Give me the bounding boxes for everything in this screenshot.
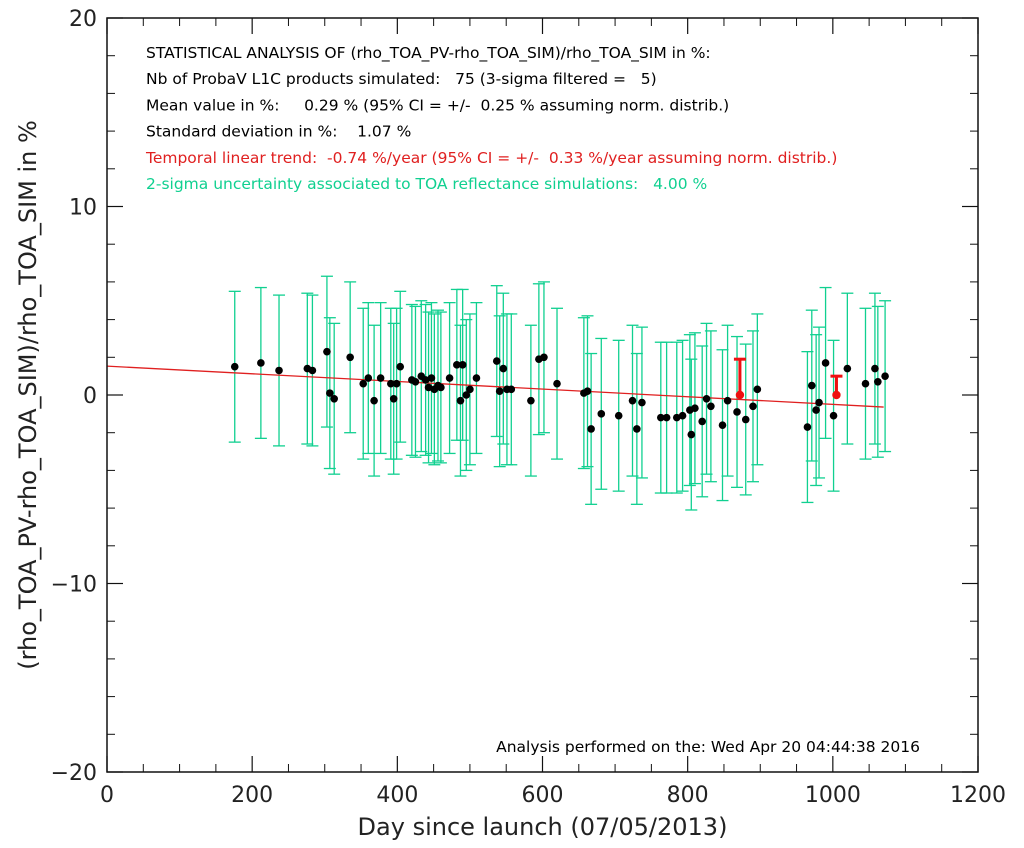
data-point xyxy=(698,417,706,426)
x-tick-label: 400 xyxy=(376,783,418,808)
data-point xyxy=(803,423,812,431)
data-point xyxy=(387,379,395,388)
trend-line xyxy=(106,365,884,408)
data-point xyxy=(815,398,823,407)
data-point xyxy=(874,378,882,386)
annotation-line: Nb of ProbaV L1C products simulated: 75 … xyxy=(146,70,657,88)
data-point xyxy=(614,411,623,420)
data-point xyxy=(462,391,471,399)
data-point xyxy=(437,383,445,392)
filtered-points xyxy=(733,357,843,400)
data-point xyxy=(861,379,870,388)
data-point xyxy=(723,396,732,405)
data-point xyxy=(472,374,481,382)
data-point xyxy=(821,359,830,367)
x-tick-label: 200 xyxy=(231,783,273,808)
data-point xyxy=(527,396,535,405)
annotation-line: Standard deviation in %: 1.07 % xyxy=(146,123,411,141)
data-point xyxy=(733,408,741,416)
data-point xyxy=(392,379,401,388)
data-point xyxy=(628,396,637,405)
data-point xyxy=(687,430,696,439)
data-point xyxy=(466,385,474,394)
data-point xyxy=(672,413,681,422)
data-point xyxy=(326,389,334,397)
filtered-point xyxy=(735,390,745,400)
data-points xyxy=(230,347,889,439)
data-point xyxy=(741,415,750,424)
data-point xyxy=(492,357,501,365)
data-point xyxy=(330,394,338,403)
axis-ticks xyxy=(106,17,979,773)
data-point xyxy=(662,413,671,422)
data-point xyxy=(411,378,420,386)
x-tick-label: 800 xyxy=(667,783,709,808)
data-point xyxy=(364,374,373,382)
data-point xyxy=(230,362,239,371)
data-point xyxy=(707,402,715,411)
data-point xyxy=(370,396,378,405)
data-point xyxy=(308,366,317,375)
x-tick-label: 0 xyxy=(100,783,114,808)
data-point xyxy=(540,353,548,362)
y-axis-label: (rho_TOA_PV-rho_TOA_SIM)/rho_TOA_SIM in … xyxy=(14,120,42,670)
data-point xyxy=(829,411,838,420)
data-point xyxy=(456,396,465,405)
data-point xyxy=(718,421,727,429)
data-point xyxy=(749,402,757,411)
y-tick-label: −20 xyxy=(51,761,97,786)
y-tick-label: 0 xyxy=(83,384,97,409)
x-tick-label: 1000 xyxy=(805,783,861,808)
data-point xyxy=(445,374,454,382)
data-point xyxy=(553,379,561,388)
annotation-line: Mean value in %: 0.29 % (95% CI = +/- 0.… xyxy=(146,96,729,114)
data-point xyxy=(424,383,433,392)
filtered-point xyxy=(832,390,841,400)
x-axis-label: Day since launch (07/05/2013) xyxy=(358,813,728,841)
data-point xyxy=(499,364,508,373)
data-point xyxy=(881,372,889,380)
data-point xyxy=(638,398,646,407)
data-point xyxy=(359,379,368,388)
x-tick-label: 600 xyxy=(522,783,564,808)
data-point xyxy=(807,381,816,390)
data-point xyxy=(583,387,592,396)
data-point xyxy=(691,404,699,412)
data-point xyxy=(275,366,283,375)
annotation-line: STATISTICAL ANALYSIS OF (rho_TOA_PV-rho_… xyxy=(146,44,711,63)
data-point xyxy=(427,374,436,382)
tick-labels: 0 200 400 600 800 1000 1200 −20 −10 0 10 20 xyxy=(51,7,1006,808)
data-point xyxy=(323,347,331,356)
data-point xyxy=(421,376,430,384)
data-point xyxy=(257,359,265,367)
data-point xyxy=(678,411,687,420)
annotation-line: 2-sigma uncertainty associated to TOA re… xyxy=(146,175,707,193)
annotation-line: Temporal linear trend: -0.74 %/year (95%… xyxy=(145,149,837,167)
x-tick-label: 1200 xyxy=(950,783,1006,808)
data-point xyxy=(507,385,516,394)
trend-line-group xyxy=(106,365,884,408)
data-point xyxy=(396,362,405,371)
data-point xyxy=(633,425,641,433)
data-point xyxy=(495,387,504,396)
data-point xyxy=(753,385,762,394)
y-tick-label: 20 xyxy=(69,7,97,32)
data-point xyxy=(597,410,606,418)
data-point xyxy=(389,394,398,403)
y-tick-label: 10 xyxy=(69,196,97,221)
data-point xyxy=(702,394,711,403)
data-point xyxy=(587,425,595,433)
data-point xyxy=(843,364,852,373)
data-point xyxy=(453,361,461,369)
data-point xyxy=(376,374,385,382)
data-point xyxy=(871,364,879,373)
data-point xyxy=(458,361,467,369)
data-point xyxy=(657,413,665,422)
analysis-timestamp: Analysis performed on the: Wed Apr 20 04… xyxy=(496,738,920,756)
annotation-block: STATISTICAL ANALYSIS OF (rho_TOA_PV-rho_… xyxy=(145,44,837,193)
data-point xyxy=(346,353,354,362)
y-tick-label: −10 xyxy=(51,573,97,598)
data-point xyxy=(812,406,820,414)
